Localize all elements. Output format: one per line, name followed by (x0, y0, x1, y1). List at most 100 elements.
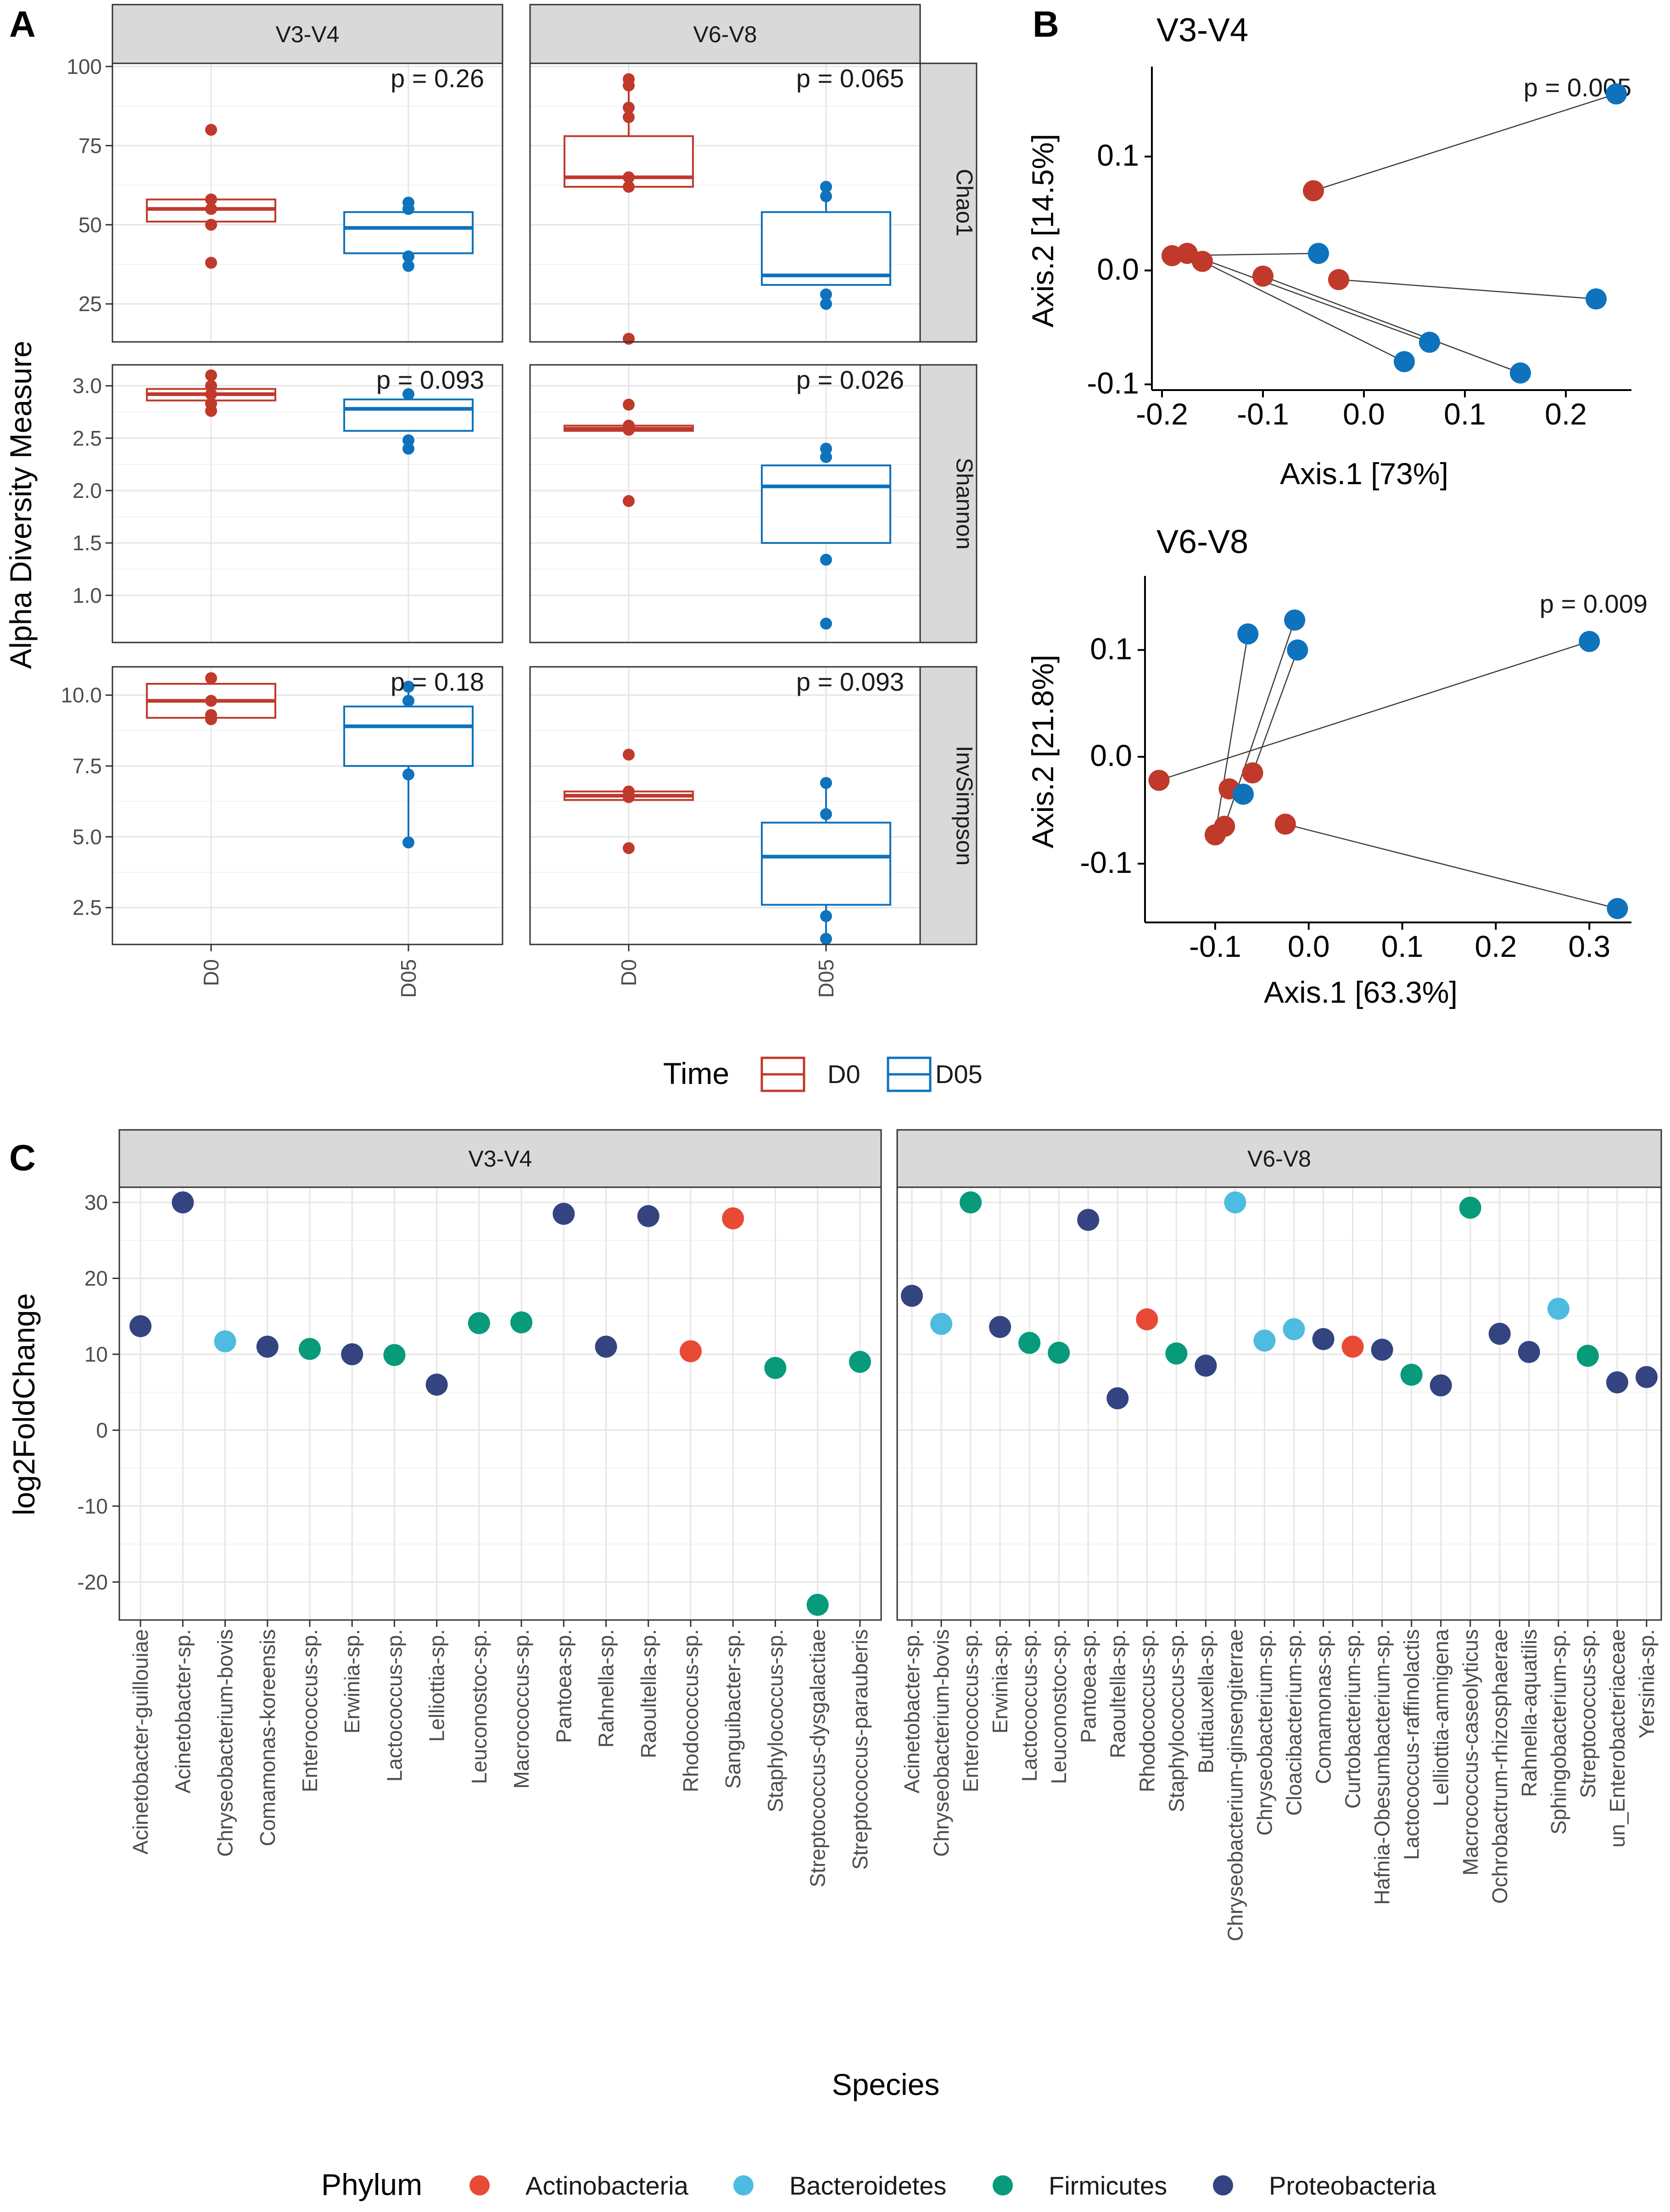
box-iqr (761, 464, 891, 544)
data-point (623, 424, 635, 436)
a-ytick-label: 1.5 (73, 531, 102, 555)
point-d0 (1328, 269, 1349, 290)
point-lactococcus-sp (1018, 1332, 1041, 1354)
c-xtick-label: Streptococcus-dysgalactiae (806, 1629, 830, 1888)
c-xtick-label: Buttiauxella-sp. (1194, 1629, 1218, 1774)
a-xtick-label: D0 (617, 959, 641, 986)
c-x-axis-title: Species (832, 2067, 940, 2101)
b-top-xtick-label: 0.0 (1343, 397, 1385, 431)
a-ytick-label: 2.5 (73, 426, 102, 450)
data-point (402, 203, 414, 215)
c-xtick-label: Curtobacterium-sp. (1341, 1629, 1365, 1809)
c-xtick-label: Comamonas-sp. (1312, 1629, 1335, 1784)
c-panel-v3-v4: V3-V4 Acinetobacter-guillouiae Acinetobact… (118, 1129, 882, 1888)
point-cloacibacterium-sp (1283, 1318, 1305, 1341)
point-yersinia-sp (1635, 1366, 1658, 1388)
a-strip-label-chao1: Chao1 (952, 169, 977, 236)
point-chryseobacterium-bovis (930, 1313, 953, 1335)
data-point (402, 681, 414, 693)
point-rhodococcus-sp (1136, 1308, 1158, 1330)
c-xtick-label: Lactococcus-sp. (382, 1629, 406, 1782)
b-top-xtick-label: 0.1 (1444, 397, 1486, 431)
a-xtick-label: D05 (397, 959, 420, 998)
c-xtick-label: un_Enterobacteriaceae (1605, 1629, 1629, 1848)
point-acinetobacter-sp (172, 1191, 194, 1214)
a-xtick-label: D0 (199, 959, 223, 986)
legend-label: D0 (827, 1060, 860, 1089)
b-bottom-ytick-label: -0.1 (1080, 845, 1132, 879)
a-box-v6-v8-invsimpson-d0 (564, 749, 694, 855)
data-point (402, 695, 414, 707)
point-chryseobacterium-bovis (214, 1330, 236, 1352)
c-xtick-label: Streptococcus-parauberis (848, 1629, 872, 1870)
b-bottom-xtick-label: -0.1 (1189, 929, 1241, 963)
point-chryseobacterium-ginsengiterrae (1224, 1191, 1246, 1214)
point-d05 (1606, 83, 1627, 105)
point-d0 (1252, 265, 1273, 287)
c-strip-label: V3-V4 (469, 1146, 532, 1172)
pair-link (1202, 261, 1405, 363)
pair-link (1252, 649, 1298, 773)
point-d05 (1419, 331, 1440, 353)
c-xtick-label: Leuconostoc-sp. (1047, 1629, 1071, 1784)
a-box-v6-v8-chao1-d0 (564, 73, 694, 345)
data-point (820, 181, 832, 193)
c-xtick-label: Cloacibacterium-sp. (1282, 1629, 1306, 1815)
a-box-v3-v4-shannon-d0 (146, 369, 276, 417)
b-top-xtick-label: 0.2 (1545, 397, 1587, 431)
legend-label: D05 (935, 1060, 983, 1089)
point-staphylococcus-sp (764, 1357, 787, 1379)
a-ytick-label: 25 (78, 292, 102, 316)
data-point (623, 101, 635, 114)
c-xtick-label: Comamonas-koreensis (256, 1629, 279, 1846)
point-ochrobactrum-rhizosphaerae (1488, 1323, 1511, 1345)
b-top-title: V3-V4 (1156, 12, 1248, 49)
data-point (205, 193, 217, 206)
legend-label: Bacteroidetes (789, 2171, 946, 2200)
a-ytick-label: 3.0 (73, 374, 102, 398)
b-top-ytick-label: -0.1 (1087, 366, 1139, 400)
data-point (402, 836, 414, 849)
time-legend-title: Time (663, 1056, 729, 1090)
data-point (205, 672, 217, 684)
data-point (623, 181, 635, 193)
a-panel-border (112, 62, 503, 343)
data-point (205, 695, 217, 707)
data-point (820, 617, 832, 630)
pair-link (1338, 279, 1597, 300)
a-ytick-label: 50 (78, 213, 102, 237)
pair-link (1262, 275, 1521, 374)
c-panel-v6-v8: V6-V8 Acinetobacter-sp. Chryseobacterium-b… (896, 1129, 1662, 1941)
c-ytick-label: 20 (84, 1267, 108, 1290)
data-point (205, 380, 217, 392)
c-xtick-label: Acinetobacter-sp. (171, 1629, 195, 1793)
data-point (623, 333, 635, 345)
a-ytick-label: 75 (78, 134, 102, 157)
panel-c-letter: C (9, 1137, 36, 1178)
c-panel-border (896, 1186, 1662, 1621)
c-xtick-label: Lelliottia-sp. (425, 1629, 449, 1742)
point-d05 (1237, 623, 1259, 645)
point-rahnella-sp (595, 1335, 617, 1358)
c-xtick-label: Staphylococcus-sp. (763, 1629, 787, 1812)
point-d05 (1284, 609, 1306, 631)
box-iqr (343, 705, 474, 767)
point-d05 (1586, 288, 1607, 310)
a-ytick-label: 100 (67, 55, 102, 78)
c-strip-label: V6-V8 (1247, 1146, 1311, 1172)
a-box-v3-v4-chao1-d0 (146, 123, 276, 269)
data-point (820, 288, 832, 301)
c-xtick-label: Hafnia-Obesumbacterium-sp. (1370, 1629, 1394, 1905)
point-streptococcus-dysgalactiae (806, 1593, 829, 1616)
data-point (820, 190, 832, 202)
a-box-v3-v4-invsimpson-d0 (146, 672, 276, 726)
data-point (402, 260, 414, 272)
c-xtick-label: Enterococcus-sp. (298, 1629, 322, 1792)
point-leuconostoc-sp (468, 1312, 490, 1335)
panel-a-letter: A (9, 4, 36, 45)
data-point (402, 388, 414, 400)
a-strip-label-shannon: Shannon (952, 458, 977, 549)
phylum-legend-bacteroidetes: Bacteroidetes (733, 2171, 946, 2200)
b-bottom-x-axis-title: Axis.1 [63.3%] (1264, 975, 1458, 1009)
a-box-v3-v4-chao1-d05 (343, 196, 474, 272)
